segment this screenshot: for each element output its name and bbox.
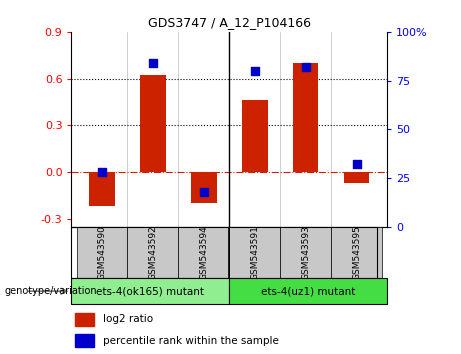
Text: GSM543590: GSM543590 <box>98 225 106 280</box>
Point <box>302 64 309 70</box>
Bar <box>191 172 217 203</box>
Bar <box>128 227 178 278</box>
Text: log2 ratio: log2 ratio <box>103 314 153 325</box>
Bar <box>242 101 267 172</box>
Bar <box>71 278 229 304</box>
Text: genotype/variation: genotype/variation <box>5 286 97 296</box>
Text: GSM543593: GSM543593 <box>301 225 310 280</box>
Text: percentile rank within the sample: percentile rank within the sample <box>103 336 279 346</box>
Bar <box>229 227 280 278</box>
Point <box>251 68 259 74</box>
Point <box>200 189 207 194</box>
Bar <box>280 227 331 278</box>
Bar <box>75 334 94 347</box>
Text: GSM543592: GSM543592 <box>148 225 158 280</box>
Bar <box>178 227 229 278</box>
Point <box>149 60 157 66</box>
Bar <box>293 63 319 172</box>
Text: GSM543591: GSM543591 <box>250 225 260 280</box>
Text: GSM543594: GSM543594 <box>199 225 208 280</box>
Bar <box>344 172 369 183</box>
Bar <box>140 75 165 172</box>
Text: ets-4(uz1) mutant: ets-4(uz1) mutant <box>261 286 355 296</box>
Bar <box>229 278 387 304</box>
Bar <box>89 172 115 206</box>
Point <box>98 169 106 175</box>
Title: GDS3747 / A_12_P104166: GDS3747 / A_12_P104166 <box>148 16 311 29</box>
Point <box>353 161 361 167</box>
Text: ets-4(ok165) mutant: ets-4(ok165) mutant <box>96 286 204 296</box>
Bar <box>75 313 94 326</box>
Text: GSM543595: GSM543595 <box>352 225 361 280</box>
Bar <box>77 227 128 278</box>
Bar <box>331 227 382 278</box>
